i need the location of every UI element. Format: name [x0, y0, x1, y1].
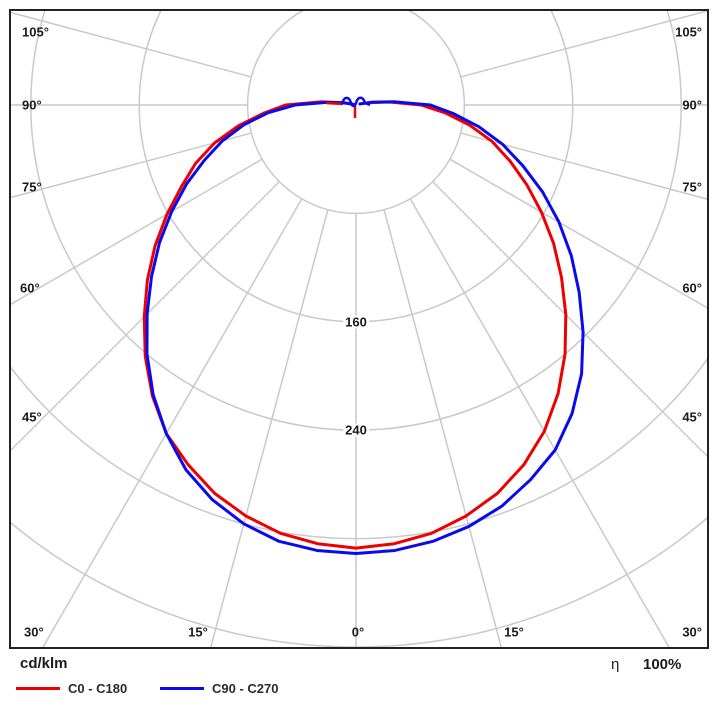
angle-tick-label: 0° [351, 624, 365, 640]
legend-label: C0 - C180 [68, 681, 128, 696]
grid-ray [10, 181, 280, 453]
chart-frame [9, 9, 709, 649]
angle-tick-label: 15° [504, 624, 524, 640]
curve-C90-C270 [145, 100, 585, 556]
grid-ray [209, 209, 329, 648]
radial-tick-label: 240 [343, 422, 369, 438]
grid-ray [10, 158, 263, 306]
angle-tick-label: 45° [22, 409, 42, 425]
units-label: cd/klm [20, 655, 68, 672]
efficiency-symbol: η [611, 656, 620, 673]
angle-tick-label: 75° [682, 179, 702, 195]
grid-ray [10, 11, 252, 78]
grid-circle [10, 356, 708, 540]
angle-tick-label: 75° [22, 179, 42, 195]
apex-artifact-red-dash [325, 101, 344, 106]
angle-tick-label: 60° [682, 280, 702, 296]
grid-ray [383, 209, 503, 648]
legend-swatch-blue [160, 687, 204, 690]
angle-tick-label: 30° [24, 624, 44, 640]
angle-tick-label: 45° [682, 409, 702, 425]
angle-tick-label: 105° [675, 24, 702, 40]
angle-tick-label: 90° [682, 97, 702, 113]
legend-item-c0-c180: C0 - C180 [16, 682, 127, 695]
angle-tick-label: 90° [22, 97, 42, 113]
grid-ray [409, 198, 671, 648]
grid-ray [10, 132, 252, 199]
radial-tick-label: 160 [343, 314, 369, 330]
grid-ray [41, 198, 303, 648]
angle-tick-label: 60° [20, 280, 40, 296]
legend-swatch-red [16, 687, 60, 690]
curve-C0-C180 [142, 100, 568, 550]
grid-ray [460, 10, 708, 78]
grid-ray [449, 158, 708, 310]
angle-tick-label: 105° [22, 24, 49, 40]
grid-ray [432, 181, 708, 459]
efficiency-value: 100% [643, 656, 682, 673]
angle-tick-label: 30° [682, 624, 702, 640]
legend-label: C90 - C270 [212, 681, 279, 696]
apex-artifact-blue-bumps [340, 96, 371, 108]
angle-tick-label: 15° [188, 624, 208, 640]
grid-ray [460, 132, 708, 201]
legend-item-c90-c270: C90 - C270 [160, 682, 278, 695]
